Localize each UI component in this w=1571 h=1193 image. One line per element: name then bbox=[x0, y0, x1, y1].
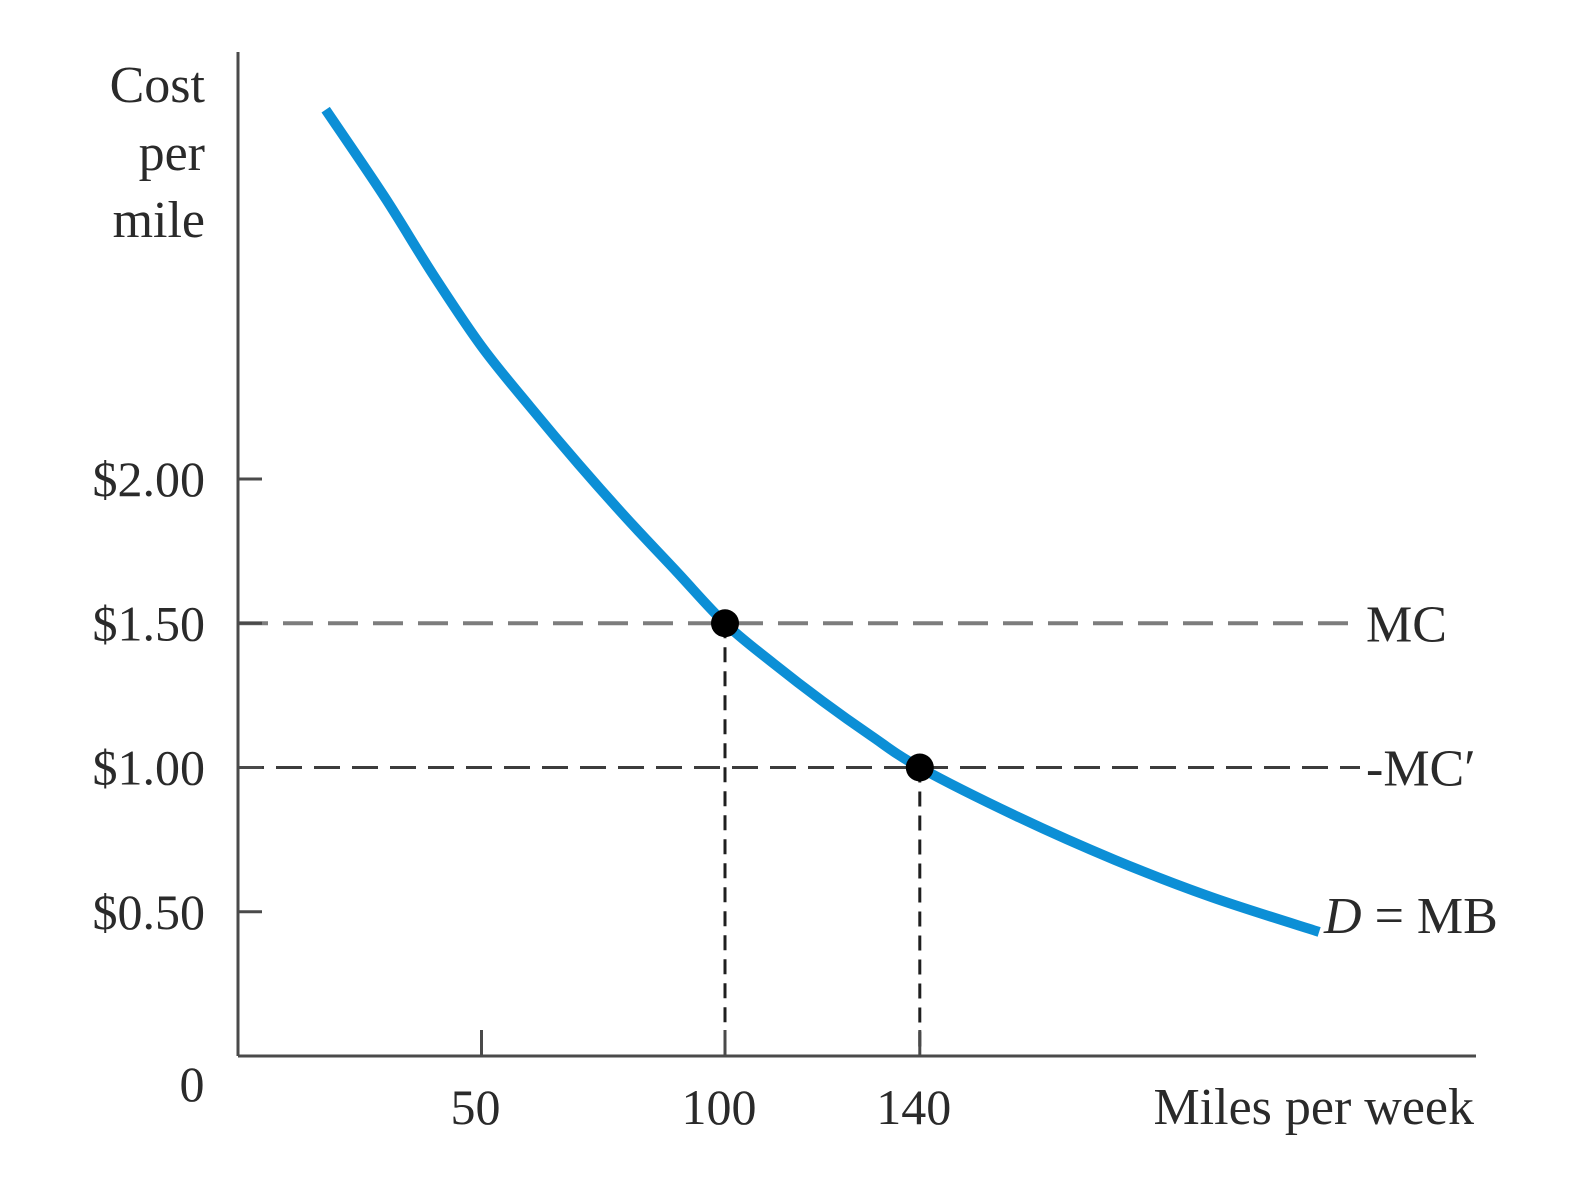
y-axis-label-line-3: mile bbox=[113, 192, 205, 249]
guide-lines: MC -MC′ bbox=[238, 596, 1476, 1056]
x-tick-label: 100 bbox=[682, 1079, 757, 1135]
demand-curve-label-d: D bbox=[1323, 888, 1362, 945]
labels: Cost per mile Miles per week 0 D = MB bbox=[110, 57, 1498, 1136]
y-tick-label: $1.00 bbox=[93, 740, 206, 796]
demand-curve bbox=[321, 106, 1321, 937]
x-tick-label: 140 bbox=[876, 1079, 951, 1135]
y-tick-label: $1.50 bbox=[93, 595, 206, 651]
y-axis-label-line-1: Cost bbox=[110, 57, 206, 114]
intersection-point bbox=[905, 753, 934, 782]
hline-label-mc-prime: -MC′ bbox=[1366, 741, 1476, 798]
axes bbox=[236, 52, 1476, 1058]
origin-label: 0 bbox=[180, 1056, 205, 1112]
y-tick-label: $2.00 bbox=[93, 451, 206, 507]
intersection-points bbox=[711, 609, 934, 782]
hline-label-mc: MC bbox=[1366, 596, 1447, 653]
y-axis-label-line-2: per bbox=[139, 125, 205, 182]
demand-curve-layer bbox=[321, 106, 1321, 937]
y-tick-label: $0.50 bbox=[93, 884, 206, 940]
x-tick-label: 50 bbox=[451, 1079, 501, 1135]
ticks: $0.50 $1.00 $1.50 $2.00 50 100 140 bbox=[93, 451, 952, 1135]
demand-curve-label: D = MB bbox=[1323, 888, 1498, 945]
demand-curve-label-mb: = MB bbox=[1362, 888, 1498, 945]
intersection-point bbox=[711, 609, 739, 638]
x-axis-label: Miles per week bbox=[1153, 1079, 1474, 1136]
